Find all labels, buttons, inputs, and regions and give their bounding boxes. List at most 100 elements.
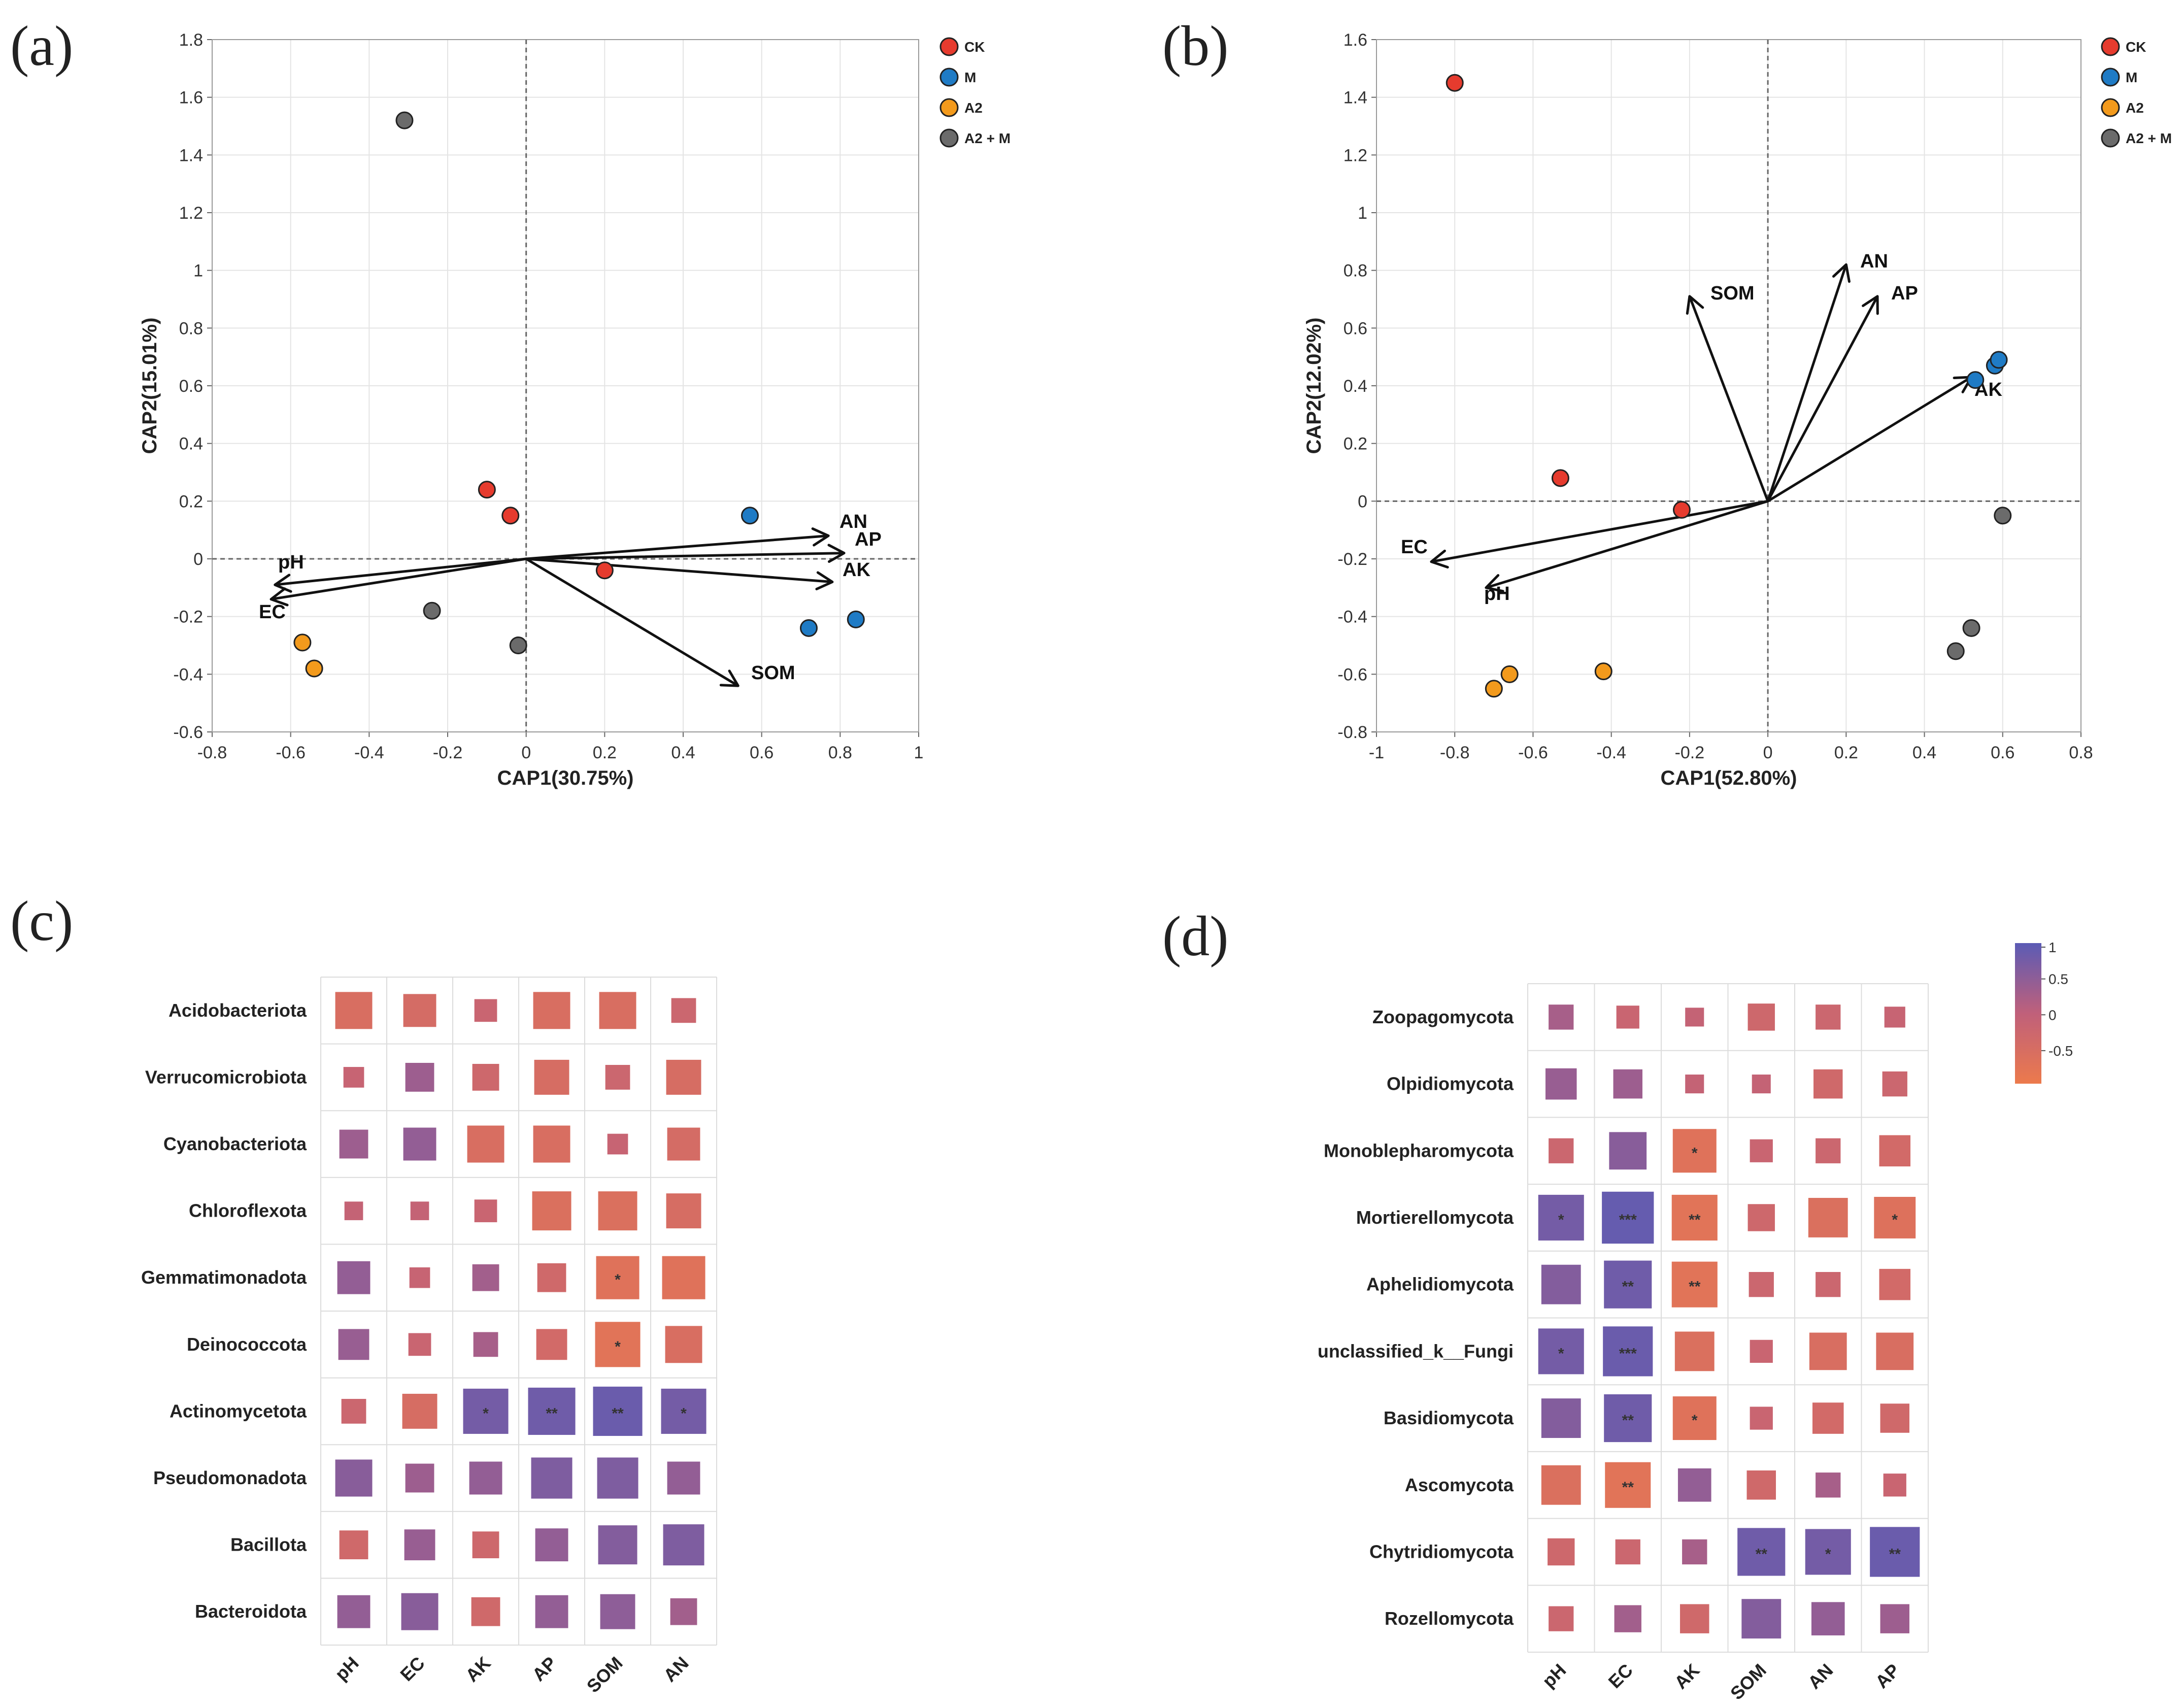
significance-marker: * bbox=[615, 1271, 621, 1288]
legend-label: A2 + M bbox=[964, 130, 1011, 146]
heatmap-cell bbox=[665, 1326, 702, 1363]
heatmap-cell bbox=[667, 1127, 700, 1161]
point-ck bbox=[1672, 500, 1691, 519]
heatmap-cell bbox=[401, 1593, 439, 1630]
point-a2-m bbox=[395, 111, 414, 129]
significance-marker: * bbox=[483, 1405, 489, 1422]
heatmap-cell bbox=[471, 1597, 500, 1626]
heatmap-cell bbox=[535, 1595, 568, 1628]
plot-frame bbox=[1376, 39, 2081, 732]
legend-marker-ck bbox=[939, 37, 959, 56]
heatmap-cell bbox=[1615, 1539, 1640, 1565]
column-label: AP bbox=[1871, 1660, 1904, 1692]
heatmap-cell bbox=[1809, 1332, 1847, 1370]
heatmap-fungi: Zoopagomycota Olpidiomycota * Monoblepharom… bbox=[1318, 940, 2073, 1704]
heatmap-cell bbox=[598, 1191, 637, 1231]
x-axis-title: CAP1(52.80%) bbox=[1660, 767, 1797, 789]
legend-label: CK bbox=[964, 39, 985, 55]
heatmap-cell bbox=[595, 1322, 641, 1367]
vector-arrow-ak bbox=[1766, 376, 1973, 503]
heatmap-cell bbox=[409, 1267, 430, 1288]
point-ck bbox=[1446, 74, 1464, 92]
row-label: Acidobacteriota bbox=[169, 1000, 307, 1021]
significance-marker: * bbox=[1692, 1412, 1698, 1429]
cap-plot-a: -0.8 -0.6 -0.4 -0.2 0 0.2 0.4 0.6 0.8 1-0.6-0.4-0… bbox=[139, 30, 1011, 789]
heatmap-cell bbox=[1682, 1539, 1707, 1565]
point-a2-m bbox=[1962, 619, 1980, 637]
row-label: Olpidiomycota bbox=[1387, 1074, 1514, 1094]
heatmap-cell bbox=[1750, 1139, 1773, 1162]
column-label: AK bbox=[1670, 1660, 1704, 1693]
y-tick-label: -0.8 bbox=[1337, 723, 1367, 742]
significance-marker: *** bbox=[1619, 1212, 1637, 1228]
heatmap-cell bbox=[410, 1201, 429, 1220]
y-tick-label: 0 bbox=[193, 550, 203, 569]
legend-marker-ck bbox=[2101, 37, 2120, 56]
heatmap-cell bbox=[663, 1524, 704, 1566]
point-a2-m bbox=[509, 637, 527, 654]
point-a2 bbox=[293, 633, 312, 652]
heatmap-cell bbox=[1737, 1528, 1786, 1576]
vector-label-ak: AK bbox=[843, 559, 870, 581]
heatmap-cell bbox=[1613, 1069, 1642, 1099]
heatmap-cell bbox=[598, 1525, 637, 1565]
point-ck bbox=[1551, 469, 1569, 487]
x-tick-label: -0.6 bbox=[276, 743, 306, 762]
heatmap-cell bbox=[337, 1261, 371, 1294]
heatmap-cell bbox=[667, 1461, 700, 1495]
significance-marker: ** bbox=[1622, 1279, 1634, 1295]
column-label: EC bbox=[396, 1653, 428, 1685]
heatmap-cell bbox=[467, 1125, 505, 1163]
y-tick-label: 1.6 bbox=[1343, 30, 1367, 50]
point-m bbox=[1990, 351, 2008, 369]
heatmap-cell bbox=[343, 1067, 364, 1088]
heatmap-cell bbox=[339, 1129, 368, 1159]
heatmap-cell bbox=[344, 1201, 363, 1220]
y-tick-label: 0.4 bbox=[1343, 377, 1367, 396]
point-a2-m bbox=[423, 601, 441, 620]
legend-marker-m bbox=[939, 68, 959, 87]
vector-arrow-ak bbox=[525, 557, 834, 590]
heatmap-cell bbox=[405, 1062, 434, 1092]
heatmap-cell bbox=[1752, 1075, 1771, 1094]
significance-marker: * bbox=[1892, 1212, 1898, 1228]
heatmap-cell bbox=[1746, 1470, 1776, 1500]
x-tick-label: -0.8 bbox=[1440, 743, 1470, 762]
heatmap-cell bbox=[1680, 1604, 1709, 1633]
x-tick-label: 0.8 bbox=[2069, 743, 2093, 762]
heatmap-cell bbox=[593, 1386, 643, 1436]
vector-arrow-ap bbox=[525, 544, 846, 563]
row-label: Pseudomonadota bbox=[153, 1467, 307, 1488]
heatmap-cell bbox=[408, 1333, 431, 1356]
heatmap-cell bbox=[536, 1329, 567, 1360]
legend-label: CK bbox=[2126, 39, 2146, 55]
heatmap-cell bbox=[1545, 1068, 1577, 1100]
heatmap-cell bbox=[404, 1529, 435, 1561]
heatmap-cell bbox=[1605, 1462, 1651, 1508]
point-ck bbox=[501, 507, 520, 525]
heatmap-cell bbox=[1749, 1271, 1774, 1297]
row-label: unclassified_k__Fungi bbox=[1318, 1341, 1514, 1361]
x-tick-label: 0.6 bbox=[750, 743, 774, 762]
significance-marker: *** bbox=[1619, 1345, 1637, 1362]
cap-plot-b: -1 -0.8 -0.6 -0.4 -0.2 0 0.2 0.4 0.6 0.8-0.8-0.6-… bbox=[1303, 30, 2172, 789]
heatmap-cell bbox=[1602, 1191, 1654, 1244]
heatmap-cell bbox=[1816, 1004, 1841, 1030]
significance-marker: ** bbox=[1689, 1212, 1701, 1228]
significance-marker: ** bbox=[1622, 1479, 1634, 1496]
heatmap-cell bbox=[1876, 1332, 1914, 1370]
row-label: Verrucomicrobiota bbox=[145, 1066, 307, 1087]
y-tick-label: -0.2 bbox=[173, 608, 203, 627]
x-axis-title: CAP1(30.75%) bbox=[497, 767, 633, 789]
significance-marker: ** bbox=[1622, 1412, 1634, 1429]
y-axis-title: CAP2(15.01%) bbox=[139, 317, 161, 454]
heatmap-cell bbox=[1541, 1264, 1581, 1304]
significance-marker: ** bbox=[546, 1405, 558, 1422]
vector-arrow-ph bbox=[1485, 499, 1769, 593]
significance-marker: * bbox=[1692, 1145, 1698, 1161]
x-tick-label: 0.2 bbox=[593, 743, 617, 762]
column-label: SOM bbox=[1726, 1660, 1770, 1704]
colorbar-tick-label: 0.5 bbox=[2048, 972, 2068, 987]
heatmap-cell bbox=[335, 992, 373, 1029]
